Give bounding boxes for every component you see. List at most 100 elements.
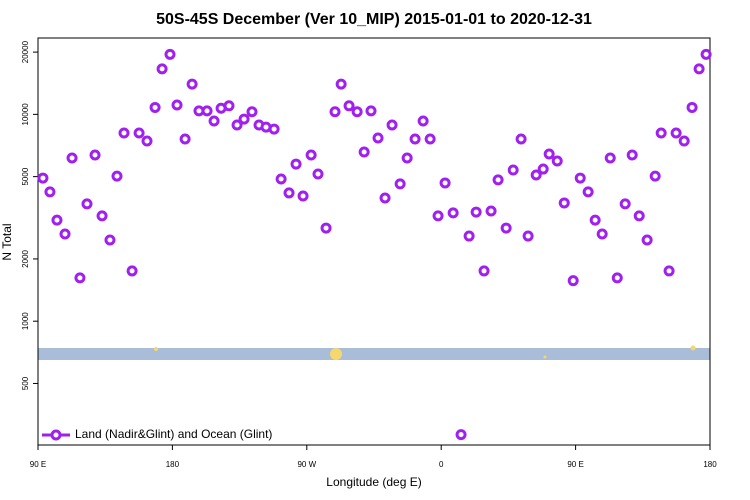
point bbox=[81, 198, 93, 210]
point bbox=[171, 99, 183, 111]
point bbox=[74, 272, 86, 284]
point bbox=[312, 168, 324, 180]
point bbox=[96, 210, 108, 222]
x-tick-label: 180 bbox=[166, 460, 180, 469]
point bbox=[611, 272, 623, 284]
point bbox=[133, 127, 145, 139]
point bbox=[179, 133, 191, 145]
point bbox=[275, 173, 287, 185]
point bbox=[164, 48, 176, 60]
point bbox=[201, 105, 213, 117]
point bbox=[500, 222, 512, 234]
point bbox=[543, 148, 555, 160]
x-tick-label: 90 W bbox=[297, 460, 316, 469]
point bbox=[507, 164, 519, 176]
point bbox=[649, 170, 661, 182]
y-tick-label: 5000 bbox=[21, 167, 30, 185]
point bbox=[149, 101, 161, 113]
point bbox=[104, 234, 116, 246]
point bbox=[678, 135, 690, 147]
point bbox=[463, 230, 475, 242]
point bbox=[439, 177, 451, 189]
point bbox=[567, 275, 579, 287]
point bbox=[329, 106, 341, 118]
point bbox=[417, 115, 429, 127]
point bbox=[655, 127, 667, 139]
point bbox=[223, 100, 235, 112]
point bbox=[208, 115, 220, 127]
point bbox=[551, 155, 563, 167]
point bbox=[343, 100, 355, 112]
point bbox=[358, 146, 370, 158]
point bbox=[66, 152, 78, 164]
point bbox=[231, 119, 243, 131]
point bbox=[670, 127, 682, 139]
y-tick-label: 500 bbox=[21, 376, 30, 390]
y-tick-label: 10000 bbox=[21, 103, 30, 126]
point bbox=[297, 190, 309, 202]
point bbox=[186, 78, 198, 90]
point bbox=[700, 48, 712, 60]
legend-marker bbox=[50, 429, 62, 441]
point bbox=[305, 149, 317, 161]
x-tick-label: 0 bbox=[439, 460, 444, 469]
point bbox=[37, 172, 49, 184]
point bbox=[424, 133, 436, 145]
point bbox=[394, 178, 406, 190]
point bbox=[156, 63, 168, 75]
point bbox=[379, 192, 391, 204]
point bbox=[633, 210, 645, 222]
point bbox=[290, 158, 302, 170]
glint-spot bbox=[330, 348, 342, 360]
point bbox=[522, 230, 534, 242]
point bbox=[626, 149, 638, 161]
point bbox=[693, 63, 705, 75]
point bbox=[372, 132, 384, 144]
point bbox=[582, 186, 594, 198]
point bbox=[485, 205, 497, 217]
point bbox=[351, 106, 363, 118]
point bbox=[246, 106, 258, 118]
ice-band bbox=[38, 348, 710, 360]
point bbox=[320, 222, 332, 234]
point bbox=[604, 152, 616, 164]
x-tick-label: 180 bbox=[703, 460, 717, 469]
point bbox=[589, 214, 601, 226]
plot-frame bbox=[37, 37, 711, 446]
glint-spot bbox=[154, 347, 158, 351]
point bbox=[89, 149, 101, 161]
point bbox=[432, 210, 444, 222]
point bbox=[386, 119, 398, 131]
point bbox=[238, 113, 250, 125]
point bbox=[455, 429, 467, 441]
point bbox=[268, 123, 280, 135]
glint-spot bbox=[543, 355, 547, 359]
point bbox=[141, 135, 153, 147]
point bbox=[574, 172, 586, 184]
point bbox=[619, 198, 631, 210]
point bbox=[126, 265, 138, 277]
point bbox=[470, 206, 482, 218]
point bbox=[335, 78, 347, 90]
point bbox=[365, 105, 377, 117]
point bbox=[492, 174, 504, 186]
point bbox=[111, 170, 123, 182]
point bbox=[478, 265, 490, 277]
point bbox=[537, 163, 549, 175]
x-axis-label: Longitude (deg E) bbox=[326, 475, 421, 489]
point bbox=[558, 197, 570, 209]
point bbox=[530, 169, 542, 181]
point bbox=[59, 228, 71, 240]
point bbox=[596, 228, 608, 240]
y-tick-label: 1000 bbox=[21, 312, 30, 330]
legend-label: Land (Nadir&Glint) and Ocean (Glint) bbox=[75, 427, 272, 441]
point bbox=[118, 127, 130, 139]
x-tick-label: 90 E bbox=[567, 460, 583, 469]
point bbox=[447, 207, 459, 219]
x-tick-label: 90 E bbox=[30, 460, 46, 469]
y-tick-label: 2000 bbox=[21, 249, 30, 267]
point bbox=[51, 214, 63, 226]
chart-title: 50S-45S December (Ver 10_MIP) 2015-01-01… bbox=[156, 11, 592, 28]
point bbox=[515, 133, 527, 145]
